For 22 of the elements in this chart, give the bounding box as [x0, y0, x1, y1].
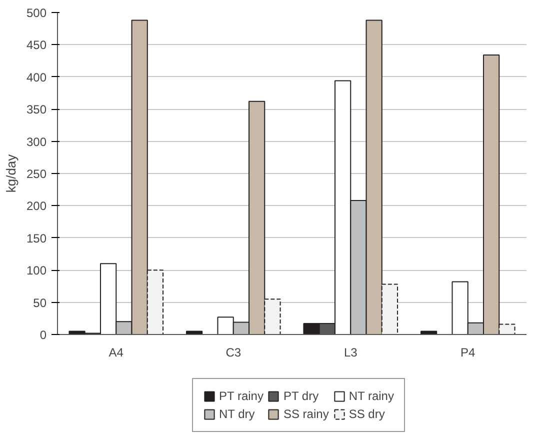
y-tick-label: 500 — [26, 6, 47, 20]
y-axis-title: kg/day — [3, 154, 18, 193]
legend-label: SS rainy — [283, 407, 329, 421]
legend-label: NT rainy — [348, 389, 394, 403]
legend-label: PT dry — [283, 389, 319, 403]
y-tick-label: 100 — [26, 264, 47, 278]
x-tick-label: A4 — [108, 346, 124, 360]
legend-label: SS dry — [348, 407, 385, 421]
y-tick-label: 350 — [26, 102, 47, 117]
y-tick-label: 150 — [26, 231, 47, 246]
legend-label: NT dry — [219, 407, 255, 421]
y-tick-label: 200 — [26, 199, 47, 214]
y-tick-label: 450 — [26, 38, 47, 52]
y-tick-label: 0 — [40, 328, 47, 342]
y-tick-label: 250 — [26, 167, 47, 181]
x-tick-label: P4 — [460, 346, 476, 360]
x-tick-label: C3 — [226, 346, 242, 360]
y-tick-label: 400 — [26, 70, 47, 84]
y-tick-label: 300 — [26, 134, 47, 149]
y-tick-label: 50 — [33, 296, 47, 310]
x-tick-label: L3 — [344, 346, 358, 360]
legend-label: PT rainy — [219, 389, 264, 403]
